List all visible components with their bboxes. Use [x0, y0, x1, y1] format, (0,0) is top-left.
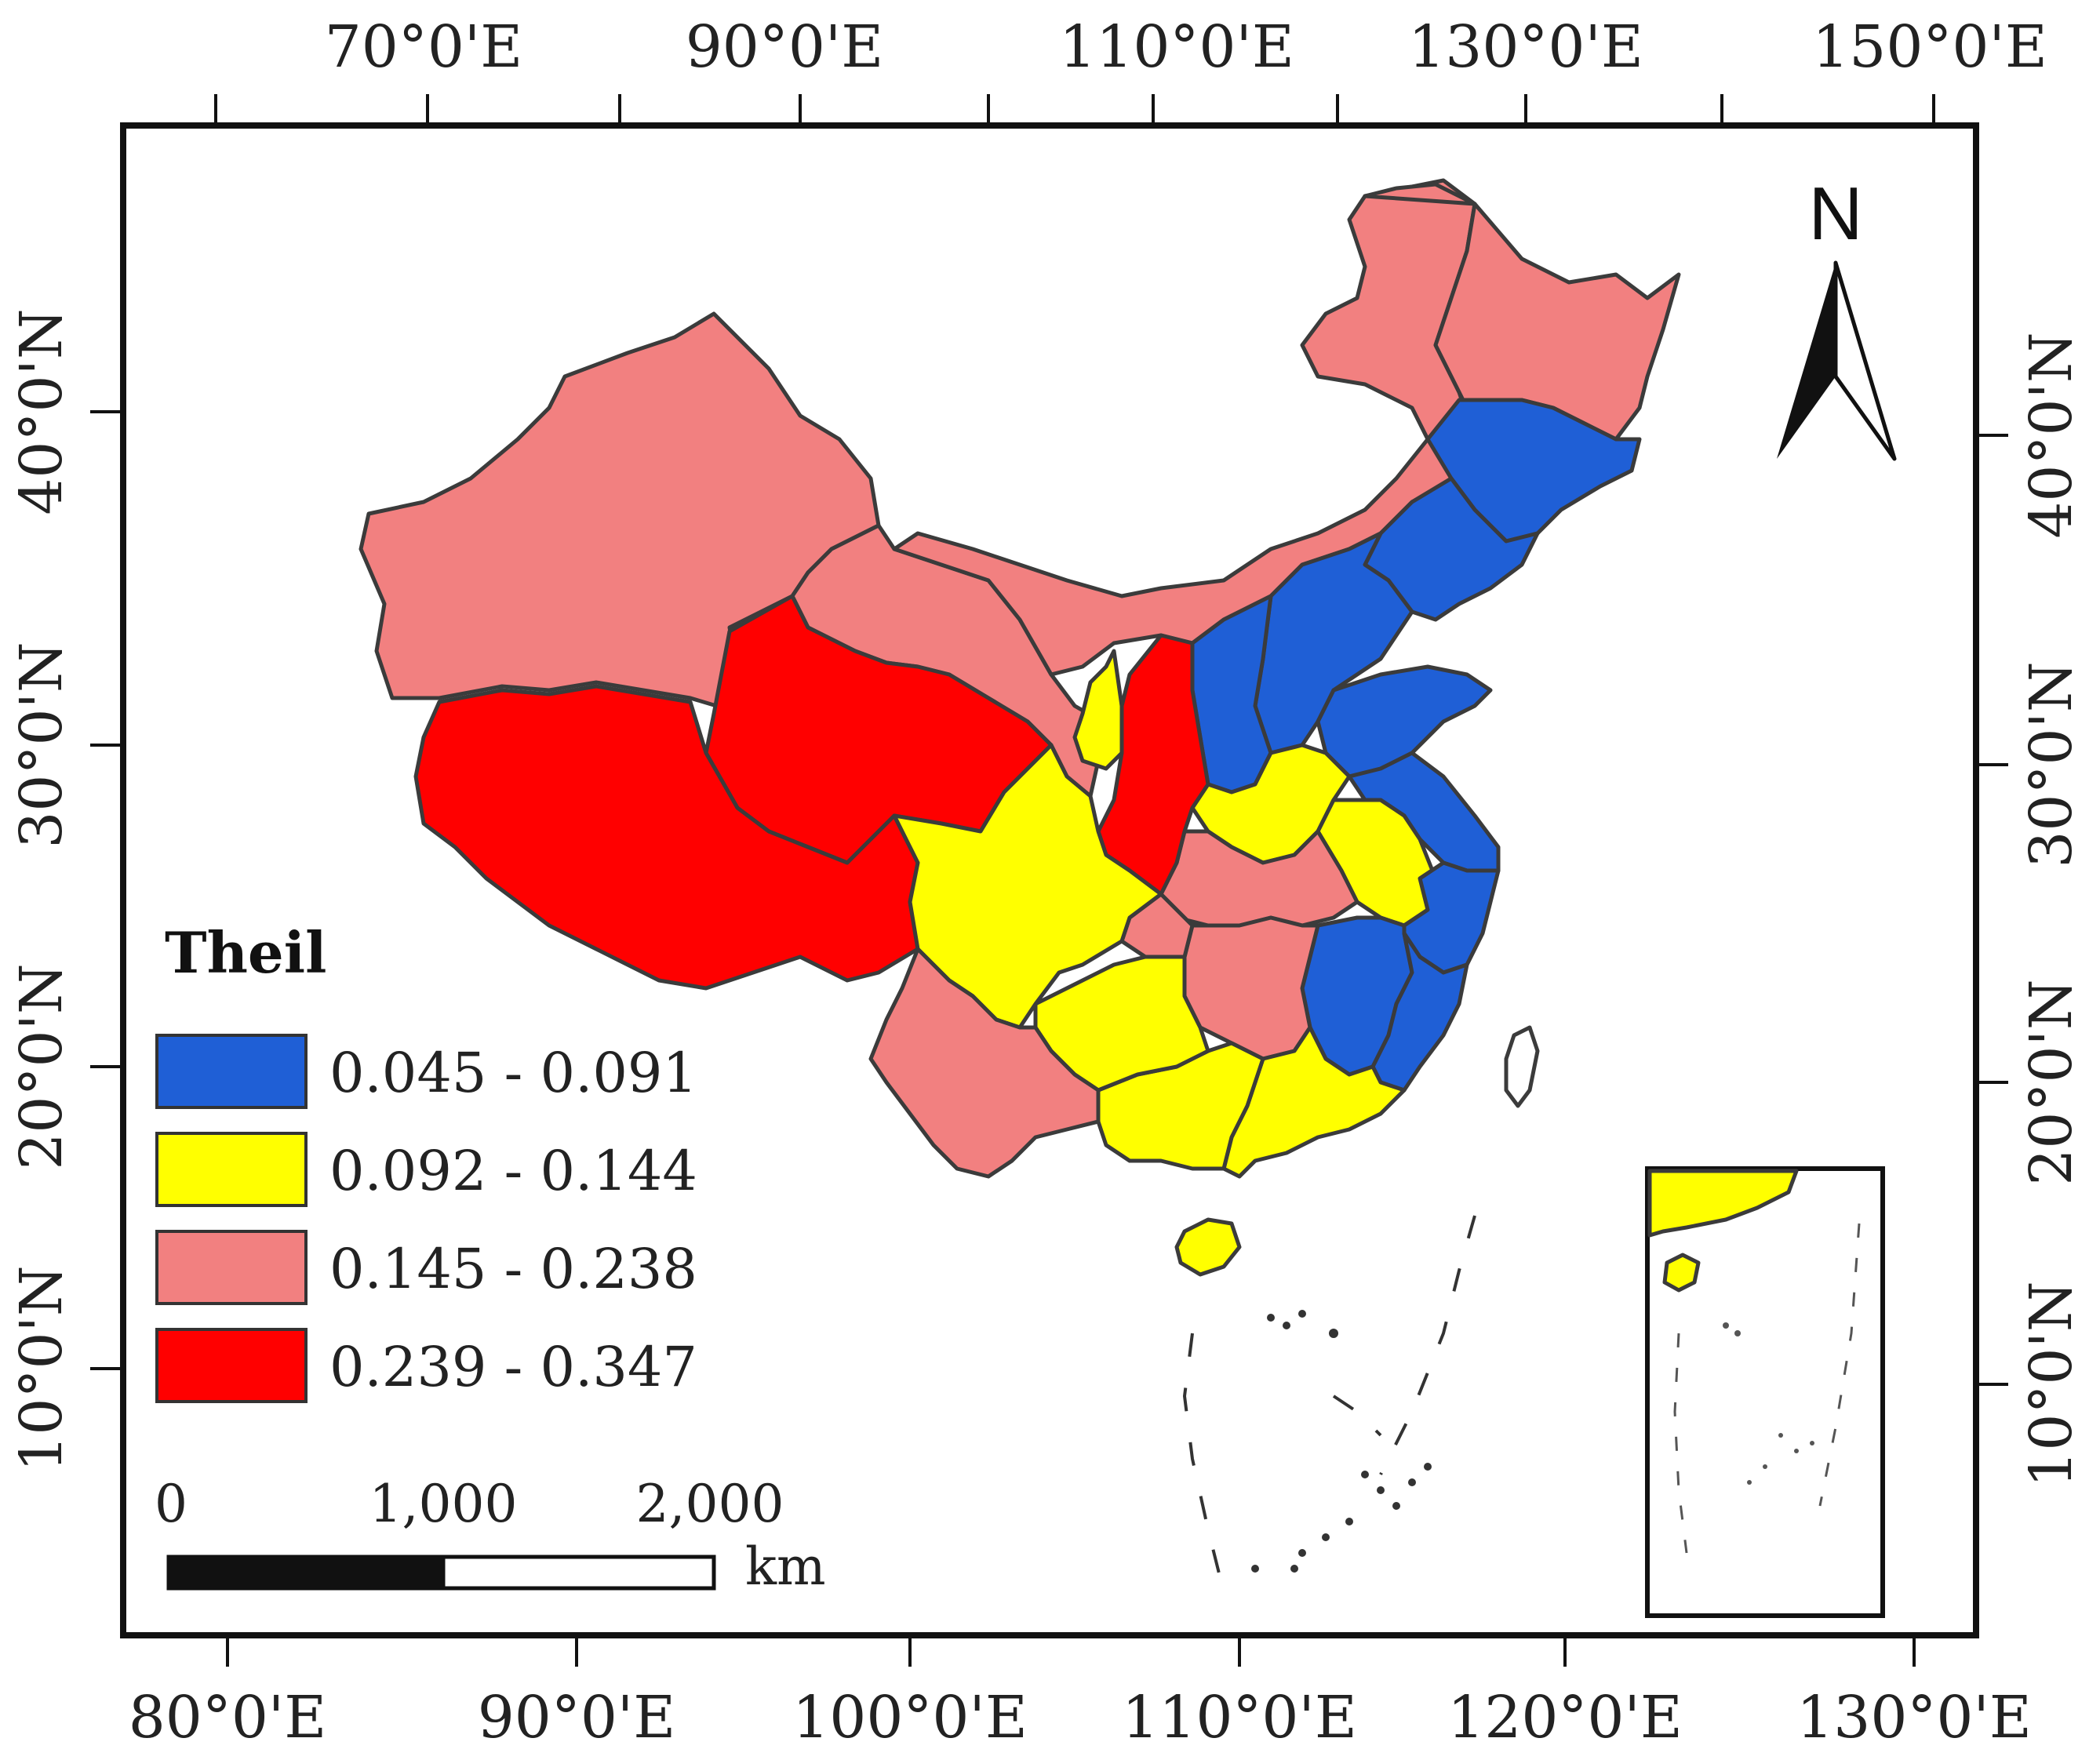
scale-label-mid: 1,000	[369, 1474, 518, 1534]
top-tick-label: 110°0'E	[1059, 13, 1294, 81]
legend-title: Theil	[165, 919, 326, 986]
province-shaanxi	[1096, 633, 1210, 896]
scale-label-end: 2,000	[636, 1474, 784, 1534]
scale-unit: km	[745, 1536, 826, 1597]
bottom-tick-label: 110°0'E	[1122, 1684, 1357, 1751]
legend-swatch-high	[155, 1328, 308, 1403]
right-axis: 40°0'N 30°0'N 20°0'N 10°0'N	[1977, 332, 2085, 1488]
province-taiwan	[1504, 1025, 1540, 1108]
right-tick-label: 20°0'N	[2018, 979, 2085, 1185]
inset-map	[1645, 1166, 1885, 1618]
north-arrow-right-half	[1833, 260, 1897, 461]
right-tick-label: 10°0'N	[2018, 1281, 2085, 1487]
right-tick-label: 30°0'N	[2018, 661, 2085, 867]
legend: Theil 0.045 - 0.091 0.092 - 0.144 0.145 …	[155, 919, 697, 1403]
left-axis: 40°0'N 30°0'N 20°0'N 10°0'N	[8, 308, 122, 1472]
province-heilongjiang	[1363, 182, 1681, 442]
legend-label: 0.239 - 0.347	[329, 1335, 697, 1399]
top-tick-label: 90°0'E	[686, 13, 884, 81]
province-ningxia	[1072, 649, 1124, 771]
left-tick-label: 30°0'N	[8, 642, 75, 848]
scale-label-zero: 0	[155, 1474, 187, 1534]
top-tick-marks	[214, 94, 1935, 125]
right-tick-label: 40°0'N	[2018, 332, 2085, 538]
left-tick-label: 40°0'N	[8, 308, 75, 515]
left-tick-marks	[90, 410, 122, 1370]
bottom-axis: 80°0'E 90°0'E 100°0'E 110°0'E 120°0'E 13…	[129, 1635, 2032, 1751]
left-tick-label: 10°0'N	[8, 1265, 75, 1471]
province-fujian	[1370, 931, 1469, 1093]
bottom-tick-label: 80°0'E	[129, 1684, 327, 1751]
bottom-tick-marks	[226, 1635, 1916, 1667]
inset-islands	[1723, 1322, 1814, 1485]
north-arrow: N	[1777, 172, 1897, 461]
legend-label: 0.045 - 0.091	[329, 1041, 697, 1105]
top-tick-label: 130°0'E	[1408, 13, 1643, 81]
legend-label: 0.092 - 0.144	[329, 1139, 697, 1203]
bottom-tick-label: 130°0'E	[1796, 1684, 2032, 1751]
inset-guangdong	[1647, 1169, 1799, 1238]
inset-dashed-lines	[1673, 1223, 1861, 1554]
bottom-tick-label: 100°0'E	[792, 1684, 1028, 1751]
top-axis: 70°0'E 90°0'E 110°0'E 130°0'E 150°0'E	[214, 13, 2047, 125]
province-layer	[358, 178, 1681, 1277]
province-tibet	[413, 684, 920, 991]
north-letter: N	[1808, 172, 1862, 256]
inset-hainan	[1662, 1253, 1701, 1293]
top-tick-label: 150°0'E	[1812, 13, 2047, 81]
left-tick-label: 20°0'N	[8, 963, 75, 1169]
south-china-sea-lines	[1182, 1215, 1476, 1593]
legend-swatch-mid-high	[155, 1230, 308, 1305]
bottom-tick-label: 120°0'E	[1447, 1684, 1683, 1751]
legend-swatch-low	[155, 1034, 308, 1109]
scale-bar-black-segment	[166, 1555, 446, 1591]
right-tick-marks	[1977, 434, 2008, 1386]
province-yunnan	[868, 947, 1101, 1179]
scale-bar: 0 1,000 2,000 km	[155, 1474, 826, 1597]
south-china-sea-islands	[1251, 1310, 1432, 1573]
scale-bar-white-segment	[441, 1555, 716, 1591]
province-hainan	[1174, 1217, 1242, 1277]
legend-swatch-mid-low	[155, 1132, 308, 1207]
inset-frame	[1645, 1166, 1885, 1618]
north-arrow-left-half	[1777, 263, 1836, 459]
legend-label: 0.145 - 0.238	[329, 1237, 697, 1301]
top-tick-label: 70°0'E	[325, 13, 523, 81]
bottom-tick-label: 90°0'E	[478, 1684, 676, 1751]
